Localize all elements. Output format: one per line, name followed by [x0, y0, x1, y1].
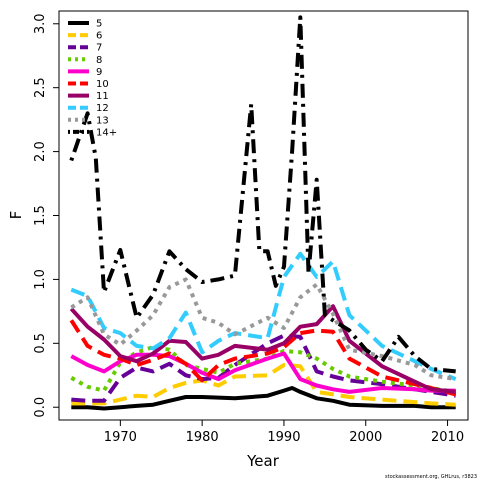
y-tick-label: 0.0 — [33, 397, 48, 418]
legend-label: 9 — [96, 67, 102, 78]
series-line-14plus — [69, 15, 456, 374]
legend-label: 5 — [96, 19, 102, 30]
x-axis: 1970 1980 1990 2000 2010 — [104, 419, 464, 445]
x-tick-label: 2010 — [431, 430, 464, 445]
legend-label: 10 — [96, 79, 109, 90]
x-axis-title: Year — [246, 452, 280, 470]
series-line-10 — [69, 319, 457, 397]
legend-label: 6 — [96, 31, 102, 42]
x-tick-label: 1990 — [267, 430, 300, 445]
y-axis: 0.0 0.5 1.0 1.5 2.0 2.5 3.0 — [33, 13, 60, 418]
legend-label: 13 — [96, 115, 109, 126]
series-lines — [69, 15, 457, 411]
series-line-5 — [71, 386, 456, 411]
series-line-13 — [70, 277, 457, 382]
legend-label: 14+ — [96, 127, 117, 138]
y-axis-title: F — [7, 211, 25, 220]
y-tick-label: 1.0 — [33, 269, 48, 290]
x-tick-label: 1980 — [186, 430, 219, 445]
legend-label: 8 — [96, 55, 102, 66]
x-tick-label: 1970 — [104, 430, 137, 445]
y-tick-label: 0.5 — [33, 333, 48, 354]
y-tick-label: 1.5 — [33, 205, 48, 226]
y-tick-label: 2.0 — [33, 141, 48, 162]
series-line-7 — [71, 333, 457, 403]
y-tick-label: 3.0 — [33, 13, 48, 34]
legend-label: 12 — [96, 103, 109, 114]
x-tick-label: 2000 — [349, 430, 382, 445]
legend-label: 7 — [96, 43, 102, 54]
y-tick-label: 2.5 — [33, 77, 48, 98]
legend-label: 11 — [96, 91, 109, 102]
series-line-6 — [71, 363, 456, 407]
series-line-11 — [69, 304, 456, 394]
credit-text: stockassessment.org, GHLrus, r3823 — [385, 474, 477, 480]
